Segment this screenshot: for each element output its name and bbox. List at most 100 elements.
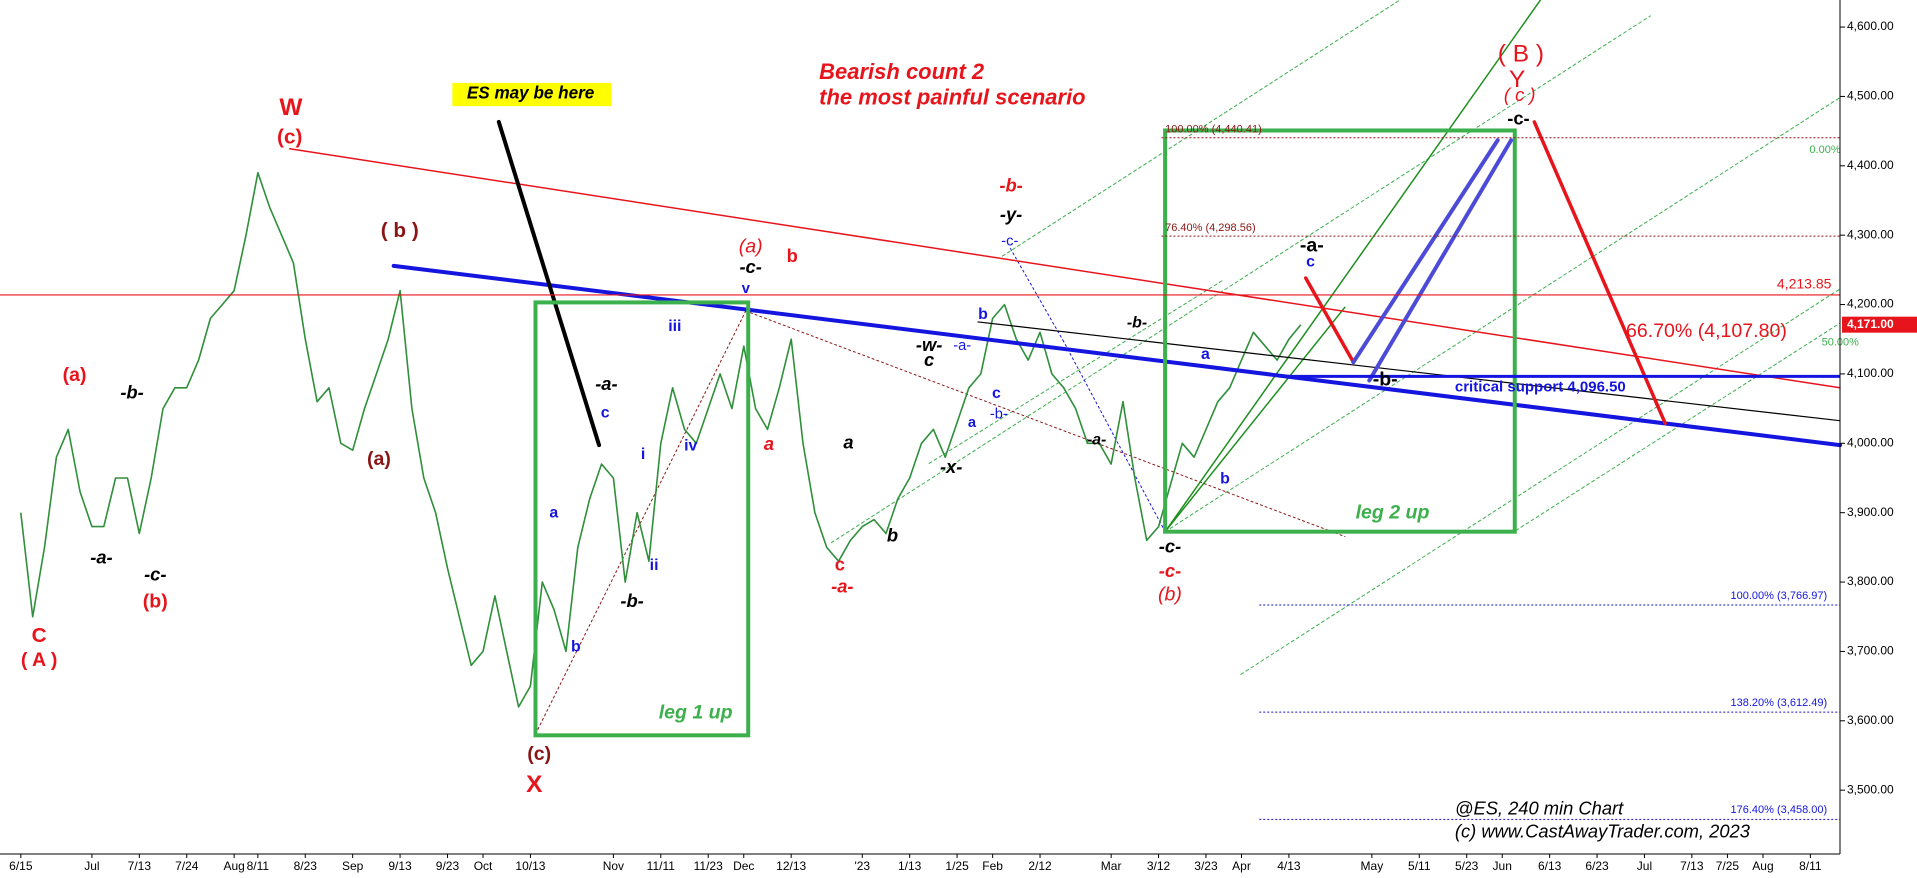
x-tick-label: Sep [342, 859, 364, 873]
annotation: -x- [940, 456, 962, 477]
x-tick-label: Nov [603, 859, 624, 873]
annotation: -c- [1001, 233, 1018, 249]
annotation: b [887, 524, 898, 545]
annotation: a [549, 505, 558, 522]
x-tick-label: Jul [84, 859, 99, 873]
annotation: -c- [1507, 107, 1529, 128]
annotation: -c- [1159, 535, 1181, 556]
level-label: 138.20% (3,612.49) [1731, 697, 1828, 709]
x-tick-label: 9/13 [388, 859, 412, 873]
annotation: (a) [63, 364, 87, 386]
x-tick-label: Aug [223, 859, 244, 873]
annotation: (a) [739, 236, 763, 258]
projection [1532, 120, 1667, 425]
annotation: -b- [1373, 369, 1398, 391]
wave-connector [1009, 247, 1065, 342]
x-tick-label: Jun [1493, 859, 1512, 873]
x-tick-label: 12/13 [776, 859, 806, 873]
annotation: c [835, 554, 845, 575]
annotation: (c) [527, 743, 551, 765]
annotation: -a- [1087, 431, 1106, 448]
annotation: -c- [739, 256, 761, 277]
annotation: -c- [144, 563, 166, 584]
annotation: -w- [916, 334, 942, 355]
x-tick-label: 3/12 [1147, 859, 1171, 873]
y-tick-label: 4,300.00 [1847, 227, 1894, 241]
x-tick-label: 8/23 [294, 859, 318, 873]
leg-box [1163, 128, 1517, 534]
level-label: 100.00% (4,440.41) [1165, 124, 1262, 136]
annotation: ( b ) [381, 219, 419, 242]
annotation: leg 1 up [659, 702, 733, 724]
annotation: (b) [1158, 583, 1182, 605]
y-tick-label: 3,700.00 [1847, 644, 1894, 658]
x-tick-label: 7/25 [1716, 859, 1740, 873]
last-price-box [1842, 316, 1917, 333]
annotation: (c) www.CastAwayTrader.com, 2023 [1455, 821, 1751, 842]
x-tick-label: 1/25 [945, 859, 969, 873]
x-tick-label: Dec [733, 859, 754, 873]
x-tick-label: 7/13 [1680, 859, 1704, 873]
annotation: -b- [999, 174, 1022, 195]
x-tick-label: 8/11 [1799, 859, 1822, 873]
annotation: a [764, 433, 774, 454]
pointer-line [496, 119, 602, 448]
x-tick-label: 10/13 [515, 859, 545, 873]
x-tick-label: Jul [1637, 859, 1652, 873]
x-tick-label: 8/11 [247, 859, 270, 873]
level-label: 176.40% (3,458.00) [1731, 804, 1828, 816]
annotation: -b- [990, 406, 1008, 422]
annotation: leg 2 up [1356, 502, 1430, 524]
annotation: iv [684, 438, 697, 455]
annotation: c [601, 405, 610, 422]
x-tick-label: 3/23 [1194, 859, 1218, 873]
annotation: (a) [367, 448, 391, 470]
x-tick-label: 6/23 [1585, 859, 1609, 873]
channel-line [928, 279, 1224, 464]
trend-line [1164, 306, 1346, 533]
x-tick-label: 11/11 [647, 859, 676, 873]
x-tick-label: 11/23 [694, 859, 723, 873]
price-line [20, 171, 1302, 708]
projection [1351, 138, 1500, 365]
annotation: 66.70% (4,107.80) [1626, 320, 1787, 342]
y-tick-label: 3,800.00 [1847, 574, 1894, 588]
x-tick-label: Oct [474, 859, 493, 873]
channel-line [1002, 0, 1401, 257]
last-price-label: 4,171.00 [1847, 317, 1894, 331]
projection [1367, 138, 1514, 383]
channel-line [1164, 97, 1841, 533]
annotation: -b- [1127, 314, 1147, 331]
x-tick-label: 6/15 [9, 859, 33, 873]
x-tick-label: 5/11 [1408, 859, 1431, 873]
annotation: ii [650, 557, 659, 574]
x-tick-label: May [1361, 859, 1384, 873]
annotation: X [526, 771, 543, 798]
trend-line [977, 321, 1841, 422]
y-tick-label: 3,600.00 [1847, 713, 1894, 727]
annotation: -a- [1300, 234, 1324, 256]
y-tick-label: 3,900.00 [1847, 505, 1894, 519]
annotation: the most painful scenario [819, 85, 1085, 110]
annotation: v [742, 281, 751, 297]
annotation: @ES, 240 min Chart [1455, 798, 1624, 819]
x-tick-label: 9/23 [436, 859, 460, 873]
annotation: -a- [953, 338, 971, 354]
x-tick-label: 5/23 [1455, 859, 1479, 873]
annotation: -c- [1159, 560, 1181, 581]
annotation: ( B ) [1498, 40, 1544, 67]
annotation: Bearish count 2 [819, 59, 985, 84]
annotation: -a- [595, 373, 617, 394]
x-tick-label: 7/13 [128, 859, 152, 873]
x-tick-label: 2/12 [1028, 859, 1052, 873]
channel-line [1240, 288, 1841, 675]
x-tick-label: 7/24 [175, 859, 199, 873]
x-tick-label: 6/13 [1538, 859, 1562, 873]
y-tick-label: 4,000.00 [1847, 435, 1894, 449]
annotation: c [992, 385, 1001, 402]
wave-connector [745, 310, 1346, 538]
annotation: W [279, 94, 303, 121]
annotation: iii [668, 318, 681, 335]
trend-line [1164, 0, 1542, 533]
